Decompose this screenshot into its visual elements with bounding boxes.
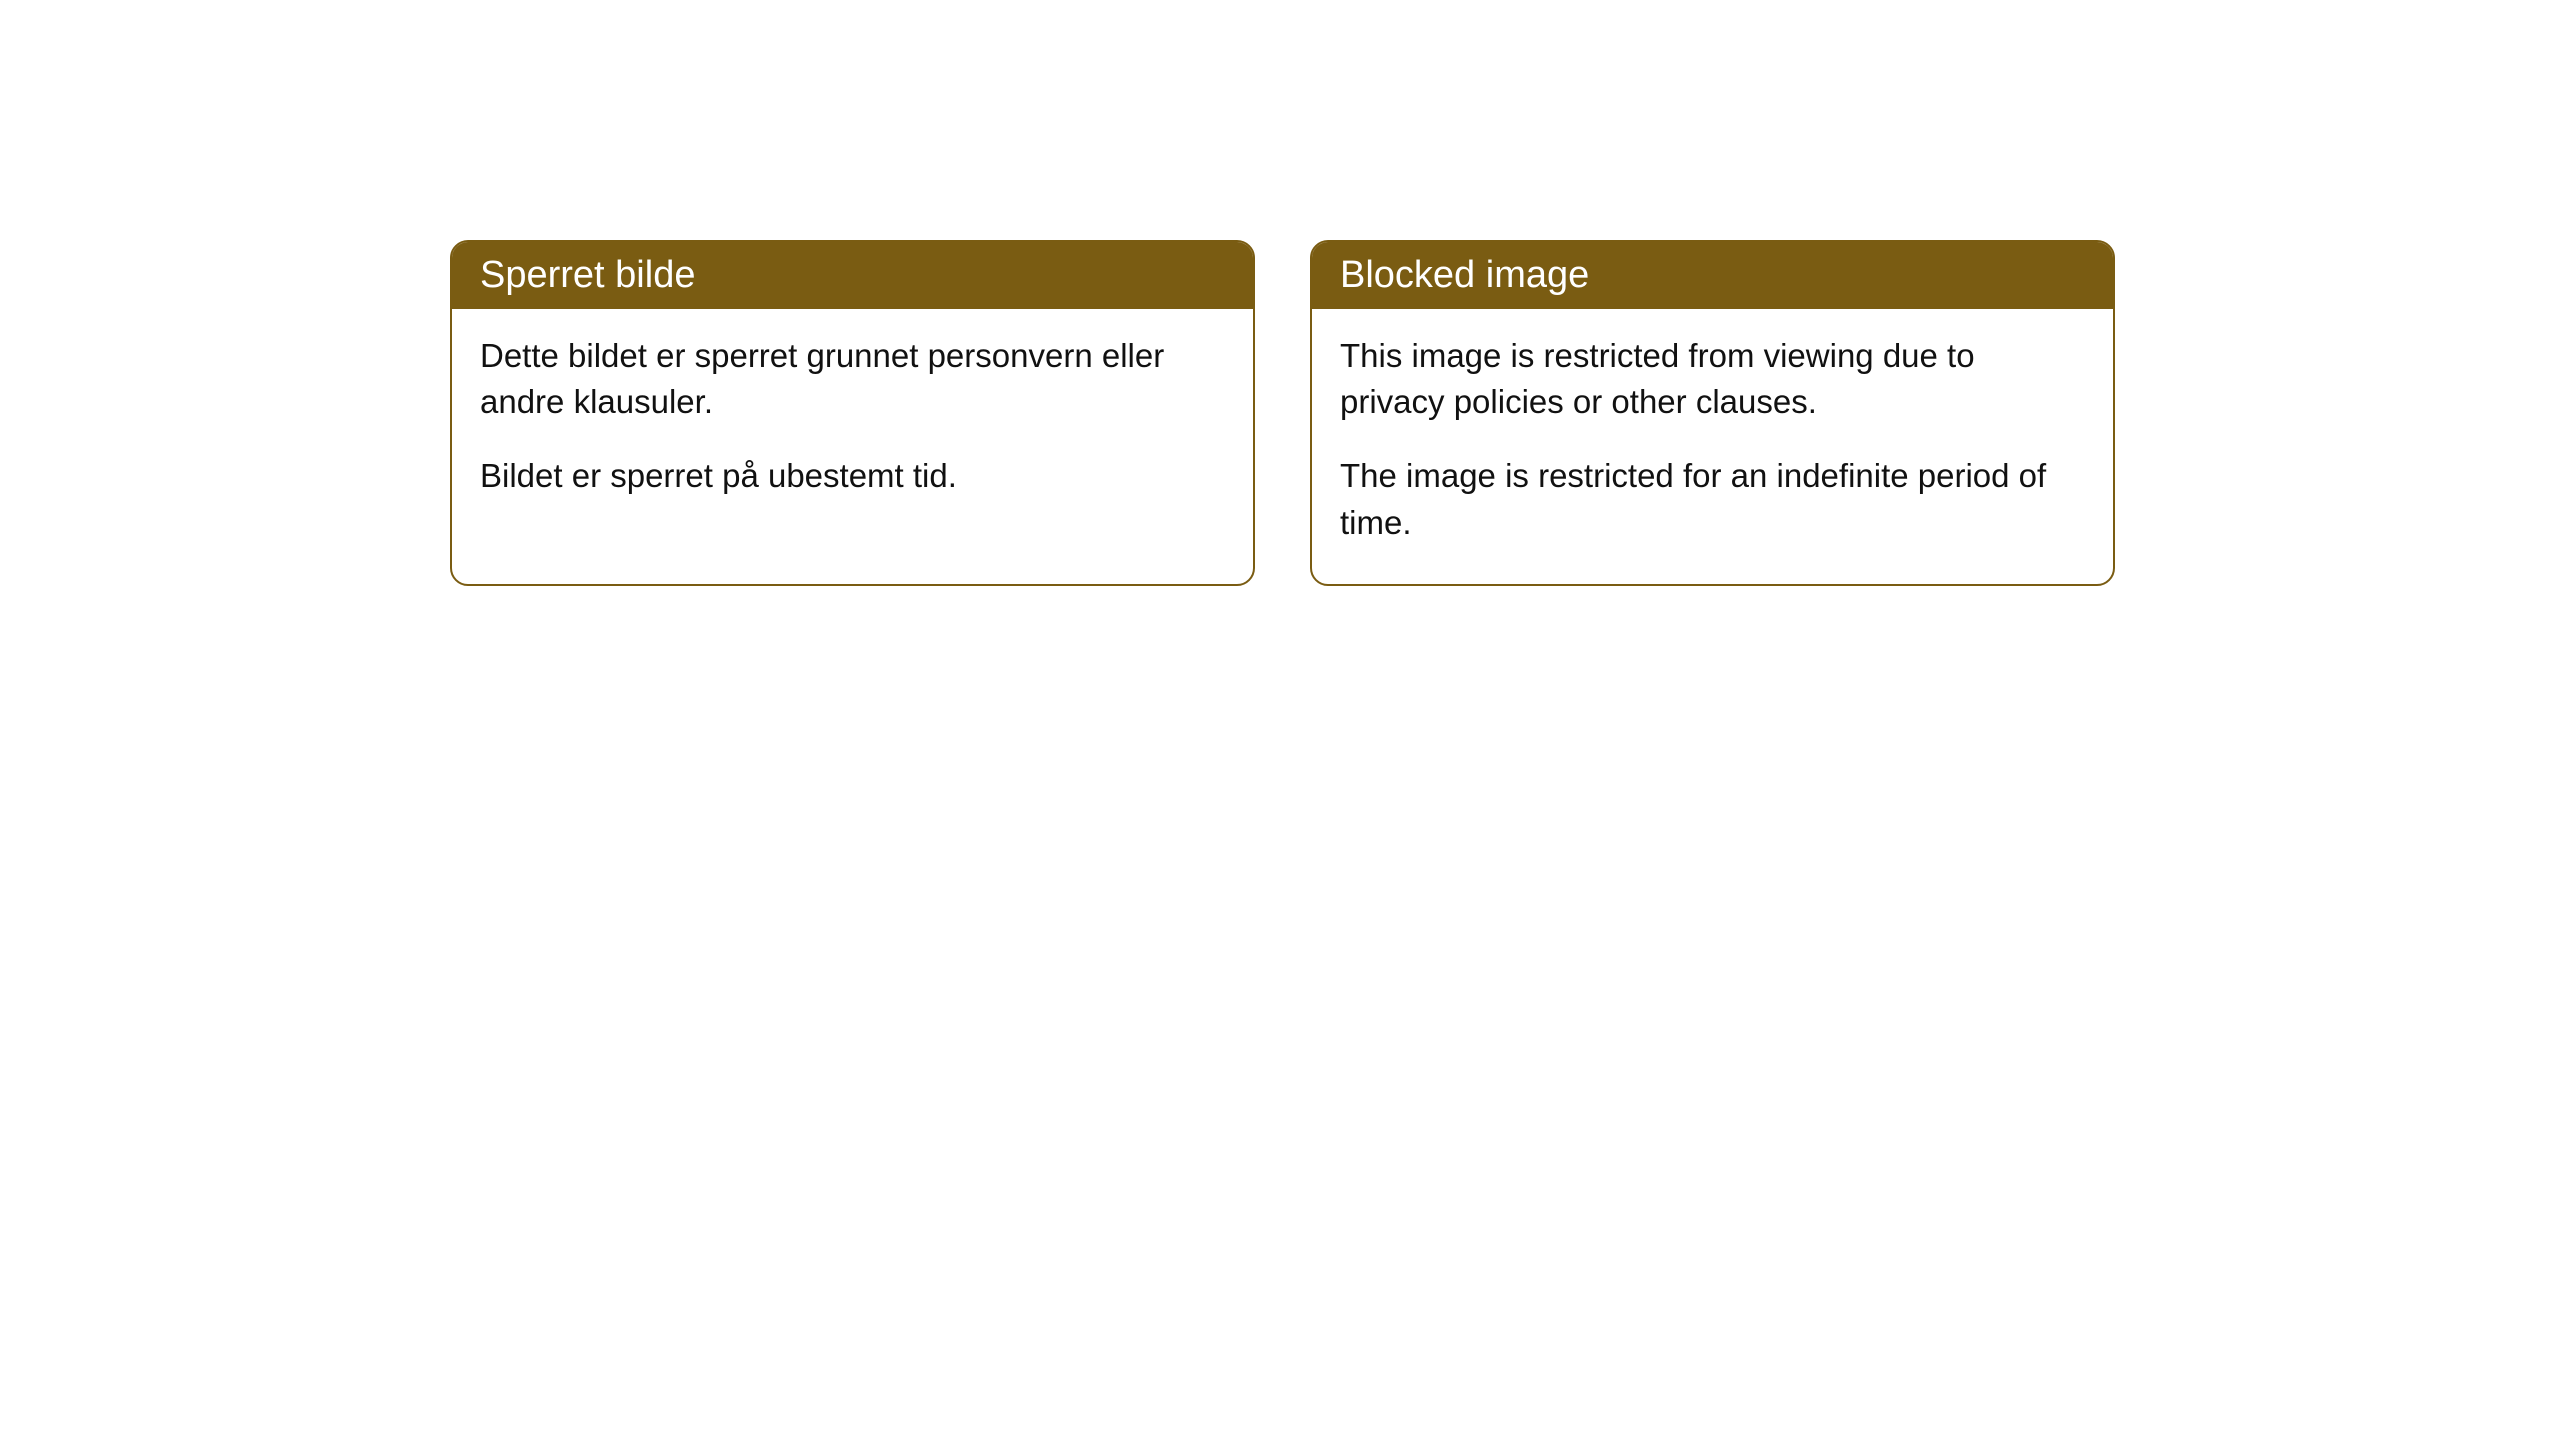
- notice-text-2: Bildet er sperret på ubestemt tid.: [480, 453, 1225, 499]
- card-body: Dette bildet er sperret grunnet personve…: [452, 309, 1253, 538]
- notice-text-1: This image is restricted from viewing du…: [1340, 333, 2085, 425]
- notice-text-2: The image is restricted for an indefinit…: [1340, 453, 2085, 545]
- notice-container: Sperret bilde Dette bildet er sperret gr…: [450, 240, 2115, 586]
- notice-text-1: Dette bildet er sperret grunnet personve…: [480, 333, 1225, 425]
- card-title: Blocked image: [1312, 242, 2113, 309]
- notice-card-english: Blocked image This image is restricted f…: [1310, 240, 2115, 586]
- notice-card-norwegian: Sperret bilde Dette bildet er sperret gr…: [450, 240, 1255, 586]
- card-title: Sperret bilde: [452, 242, 1253, 309]
- card-body: This image is restricted from viewing du…: [1312, 309, 2113, 584]
